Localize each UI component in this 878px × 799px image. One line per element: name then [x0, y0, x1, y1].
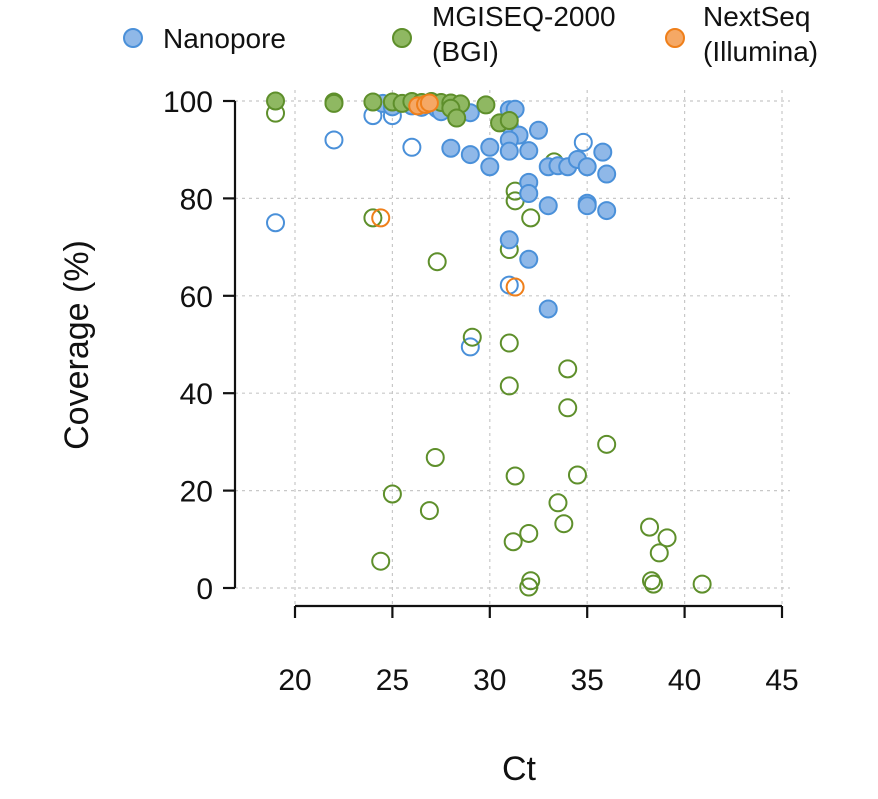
point-mgiseq-hollow [505, 466, 525, 486]
point-mgiseq-filled [324, 93, 344, 113]
grid [235, 90, 790, 606]
point-nextseq-filled [419, 93, 439, 113]
point-mgiseq-hollow [567, 465, 587, 485]
point-mgiseq-hollow [521, 208, 541, 228]
point-nanopore-filled [519, 184, 539, 204]
point-nanopore-filled [538, 196, 558, 216]
y-tick-label: 60 [180, 281, 213, 314]
legend-marker-nextseq [665, 28, 685, 48]
legend-marker-mgiseq [392, 28, 412, 48]
point-nanopore-filled [529, 120, 548, 140]
point-mgiseq-hollow [499, 333, 519, 353]
x-tick-label: 45 [765, 664, 798, 697]
point-mgiseq-hollow [597, 434, 617, 454]
point-nanopore-filled [597, 201, 617, 221]
point-mgiseq-hollow [519, 577, 539, 597]
point-mgiseq-hollow [692, 574, 712, 594]
y-tick-label: 80 [180, 183, 213, 216]
point-mgiseq-filled [447, 108, 467, 128]
point-mgiseq-hollow [363, 208, 383, 228]
axes: 0 20 40 60 80 100 20 25 30 35 40 45 [163, 86, 799, 697]
point-mgiseq-filled [499, 110, 519, 130]
y-tick-label: 40 [180, 378, 213, 411]
point-mgiseq-hollow [503, 532, 523, 552]
legend-label-mgiseq: MGISEQ-2000 [432, 1, 616, 32]
point-nanopore-hollow [573, 132, 593, 152]
point-nanopore-filled [499, 141, 519, 161]
point-nanopore-hollow [460, 337, 480, 357]
point-mgiseq-hollow [462, 327, 482, 347]
point-mgiseq-hollow [427, 252, 447, 272]
point-mgiseq-hollow [558, 359, 578, 379]
point-mgiseq-filled [266, 91, 286, 111]
point-mgiseq-hollow [519, 523, 539, 543]
point-nanopore-filled [519, 141, 539, 161]
point-mgiseq-hollow [643, 574, 663, 594]
point-mgiseq-filled [476, 95, 496, 115]
point-mgiseq-hollow [548, 493, 568, 513]
point-nanopore-filled [480, 157, 500, 177]
legend-label-nextseq-line2: (Illumina) [703, 36, 818, 67]
y-tick-label: 0 [196, 573, 213, 606]
point-nanopore-hollow [324, 130, 344, 150]
point-nanopore-hollow [402, 137, 422, 157]
y-axis-label: Coverage (%) [58, 240, 96, 450]
point-mgiseq-hollow [554, 514, 574, 534]
point-mgiseq-filled [363, 92, 383, 112]
point-mgiseq-hollow [657, 528, 677, 548]
point-mgiseq-hollow [371, 551, 391, 571]
y-tick-label: 100 [163, 86, 213, 119]
legend-marker-nanopore [123, 28, 143, 48]
point-nanopore-filled [441, 138, 461, 158]
point-mgiseq-hollow [425, 447, 445, 467]
y-tick-label: 20 [180, 476, 213, 509]
legend: Nanopore MGISEQ-2000 (BGI) NextSeq (Illu… [123, 1, 818, 67]
data-points [266, 91, 712, 597]
x-tick-label: 30 [473, 664, 506, 697]
point-nanopore-filled [480, 137, 500, 157]
legend-label-mgiseq-line2: (BGI) [432, 36, 499, 67]
legend-label-nextseq: NextSeq [703, 1, 810, 32]
point-mgiseq-hollow [649, 543, 669, 563]
point-mgiseq-hollow [558, 398, 578, 418]
x-tick-label: 40 [668, 664, 701, 697]
point-nextseq-hollow [371, 208, 391, 228]
point-nanopore-filled [519, 249, 539, 269]
legend-label-nanopore: Nanopore [163, 23, 286, 54]
point-nanopore-filled [577, 196, 597, 216]
point-nanopore-filled [460, 145, 480, 165]
point-nanopore-filled [538, 299, 558, 319]
x-tick-label: 35 [571, 664, 604, 697]
point-nanopore-filled [577, 157, 597, 177]
point-nanopore-filled [593, 142, 613, 162]
point-nanopore-filled [499, 230, 519, 250]
point-mgiseq-hollow [641, 571, 661, 591]
point-nanopore-filled [597, 164, 617, 184]
point-mgiseq-hollow [419, 501, 439, 521]
point-mgiseq-hollow [382, 484, 402, 504]
x-tick-label: 20 [278, 664, 311, 697]
x-axis-label: Ct [502, 750, 537, 788]
point-nanopore-hollow [266, 213, 286, 233]
point-nextseq-hollow [505, 277, 525, 297]
point-mgiseq-hollow [640, 517, 660, 537]
point-mgiseq-hollow [499, 376, 519, 396]
x-tick-label: 25 [376, 664, 409, 697]
